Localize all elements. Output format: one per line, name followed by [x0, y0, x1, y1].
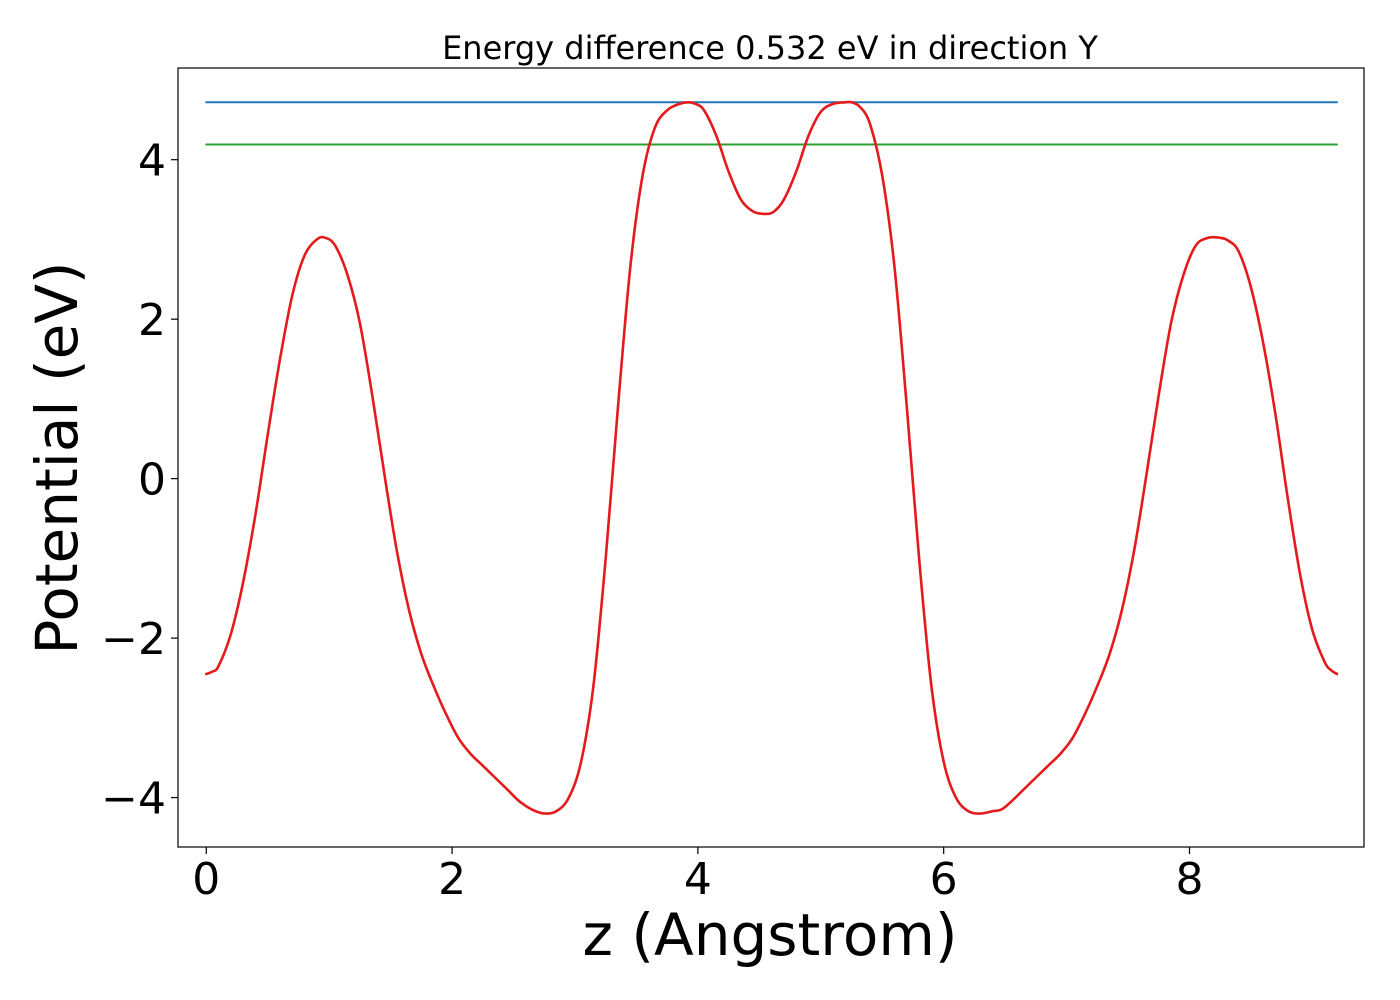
x-tick-label: 8	[1175, 854, 1203, 905]
y-tick-label: 0	[138, 455, 166, 506]
y-tick-label: −2	[101, 614, 166, 665]
x-tick-label: 4	[684, 854, 712, 905]
x-axis: 0 2 4 6 8	[192, 847, 1203, 905]
x-tick-label: 2	[438, 854, 466, 905]
x-tick-label: 6	[930, 854, 958, 905]
x-axis-label: z (Angstrom)	[583, 901, 958, 969]
x-tick-label: 0	[192, 854, 220, 905]
series-layer	[204, 100, 1339, 815]
plot-frame	[177, 67, 1365, 848]
y-tick-label: −4	[101, 774, 166, 825]
y-tick-label: 2	[138, 295, 166, 346]
y-tick-label: 4	[138, 136, 166, 187]
chart-title: Energy difference 0.532 eV in direction …	[442, 29, 1098, 67]
y-axis-label: Potential (eV)	[23, 261, 91, 654]
potential-curve	[204, 100, 1339, 815]
y-axis: −4 −2 0 2 4	[101, 136, 178, 825]
